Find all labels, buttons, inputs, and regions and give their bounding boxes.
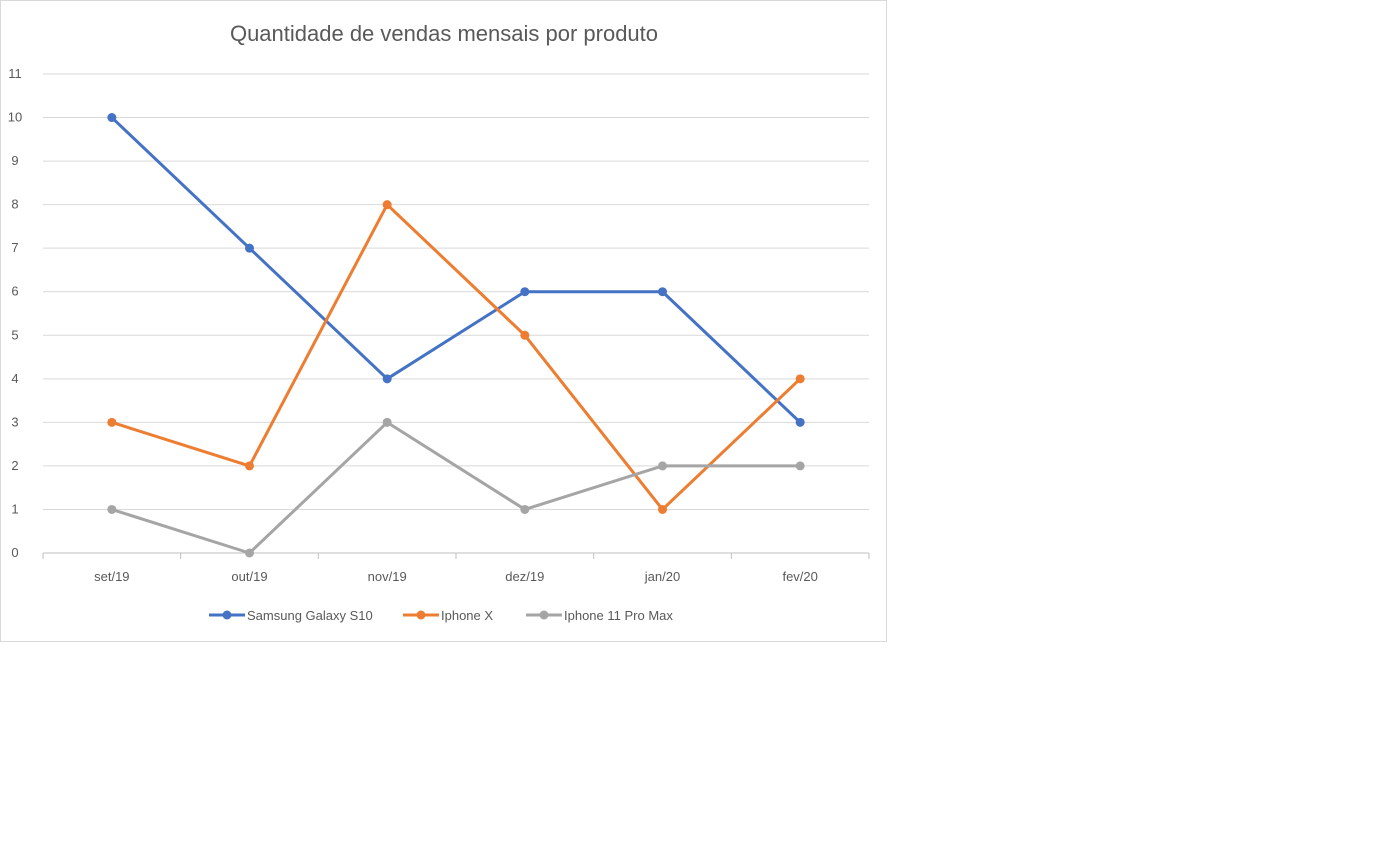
series-lines [107, 113, 805, 558]
data-point [245, 548, 254, 558]
y-tick-label: 11 [8, 66, 22, 81]
data-point [520, 504, 530, 514]
y-tick-label: 1 [11, 501, 18, 516]
line-chart: Quantidade de vendas mensais por produto… [8, 21, 870, 623]
data-point [658, 287, 667, 297]
x-tick-label: jan/20 [644, 569, 680, 584]
data-point [658, 461, 667, 471]
legend-label: Iphone 11 Pro Max [564, 608, 673, 623]
y-tick-label: 8 [11, 197, 18, 212]
x-tick-label: set/19 [94, 569, 129, 584]
y-tick-label: 3 [11, 414, 18, 429]
legend-swatch-marker [416, 610, 426, 620]
data-point [795, 374, 805, 384]
legend-label: Samsung Galaxy S10 [247, 608, 373, 623]
series-line [110, 420, 802, 555]
x-axis-tick-labels: set/19 out/19 nov/19 dez/19 jan/20 fev/20 [94, 569, 818, 584]
data-point [245, 243, 254, 253]
y-tick-label: 5 [11, 327, 18, 342]
y-tick-label: 10 [8, 110, 22, 125]
gridlines [43, 73, 869, 510]
data-point [107, 504, 117, 514]
series-2 [107, 417, 805, 558]
y-tick-label: 4 [11, 371, 18, 386]
chart-frame: Quantidade de vendas mensais por produto… [0, 0, 887, 642]
x-tick-label: fev/20 [782, 569, 817, 584]
legend-label: Iphone X [441, 608, 493, 623]
y-tick-label: 9 [11, 153, 18, 168]
chart-title: Quantidade de vendas mensais por produto [230, 21, 658, 46]
y-axis-tick-labels: 0 1 2 3 4 5 6 7 8 9 10 11 [8, 66, 22, 560]
y-tick-label: 7 [11, 240, 18, 255]
legend-item: Iphone X [403, 608, 493, 623]
x-tick-label: out/19 [231, 569, 267, 584]
data-point [795, 461, 805, 471]
data-point [107, 417, 117, 427]
y-tick-label: 2 [11, 458, 18, 473]
data-point [382, 200, 392, 210]
x-axis [42, 552, 870, 559]
data-point [658, 504, 667, 514]
data-point [520, 330, 530, 340]
legend-item: Samsung Galaxy S10 [209, 608, 373, 623]
data-point [245, 461, 254, 471]
series-line [110, 203, 802, 511]
legend: Samsung Galaxy S10 Iphone X Iphone 11 Pro … [209, 608, 673, 623]
x-tick-label: dez/19 [505, 569, 544, 584]
x-tick-label: nov/19 [368, 569, 407, 584]
data-point [382, 417, 392, 427]
legend-swatch-marker [539, 610, 549, 620]
data-point [107, 113, 117, 123]
series-1 [107, 200, 805, 514]
series-line [110, 116, 802, 424]
data-point [520, 287, 530, 297]
data-point [382, 374, 392, 384]
data-point [795, 417, 805, 427]
legend-swatch-marker [222, 610, 232, 620]
legend-item: Iphone 11 Pro Max [526, 608, 673, 623]
y-tick-label: 6 [11, 284, 18, 299]
y-tick-label: 0 [11, 545, 18, 560]
series-0 [107, 113, 805, 427]
